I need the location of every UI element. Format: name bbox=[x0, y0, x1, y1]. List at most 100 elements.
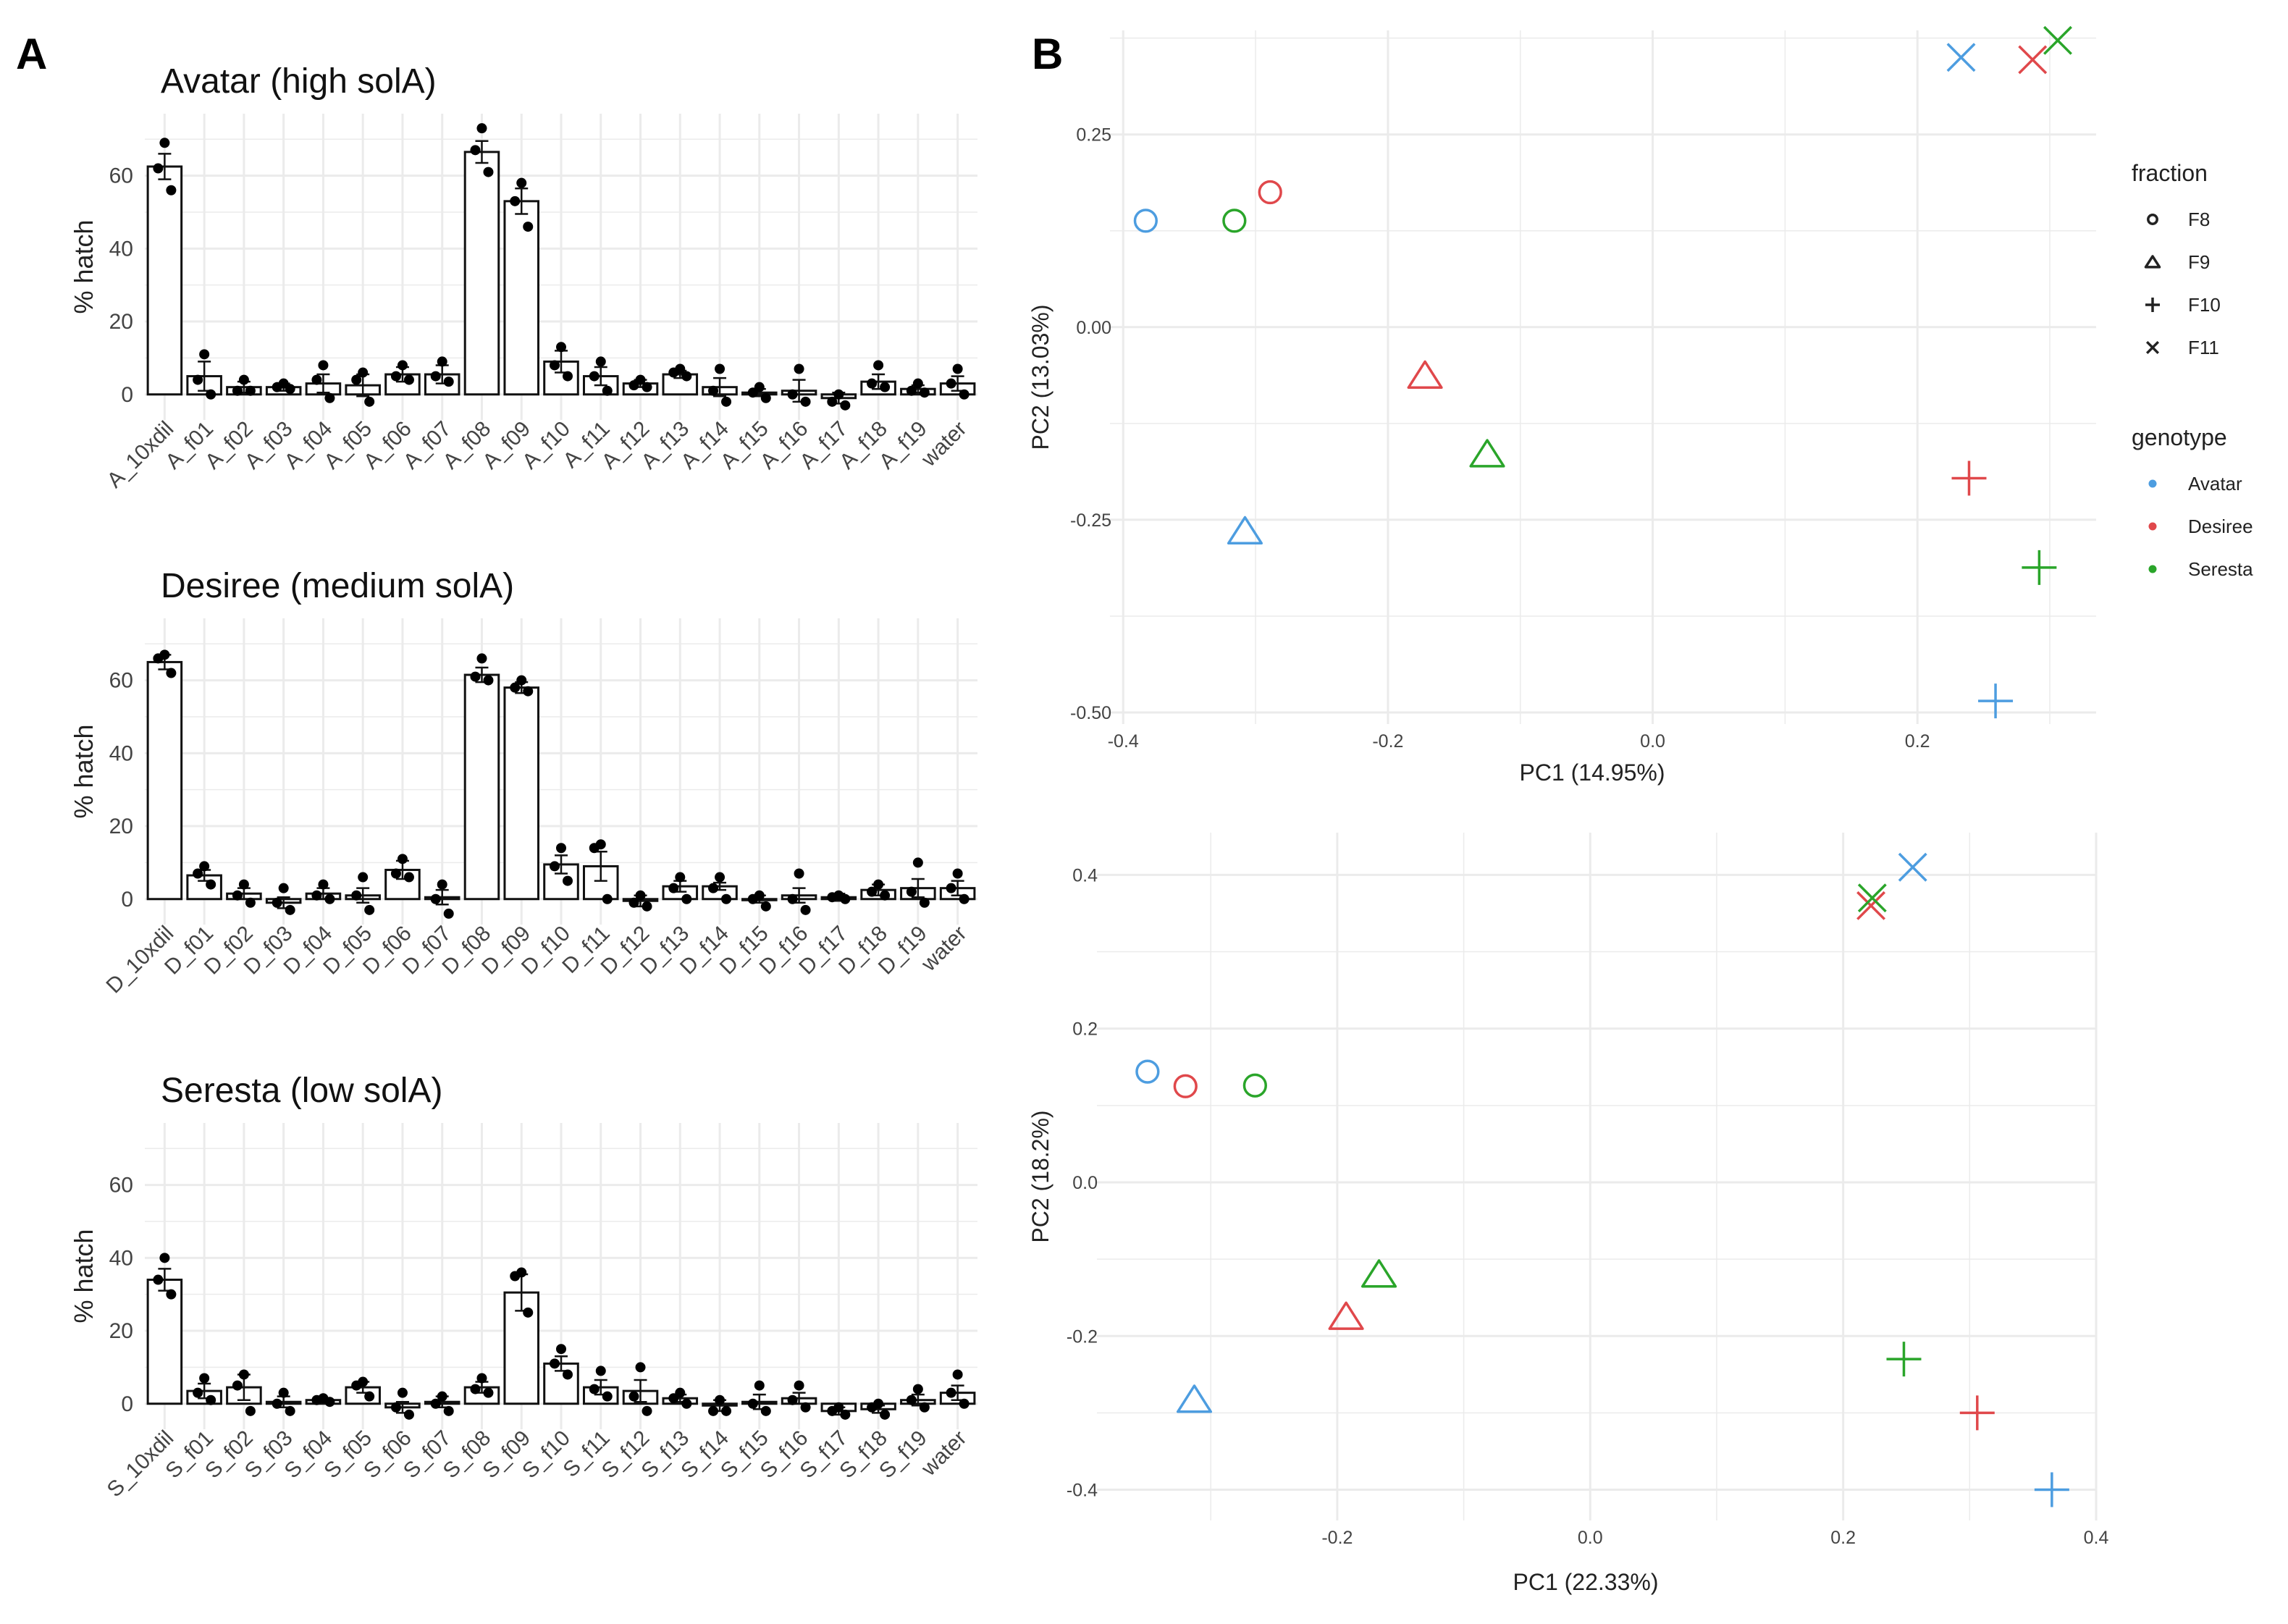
replicate-point bbox=[483, 167, 494, 177]
replicate-point bbox=[635, 1362, 646, 1373]
replicate-point bbox=[550, 861, 560, 872]
replicate-point bbox=[880, 1409, 891, 1420]
replicate-point bbox=[946, 1387, 956, 1398]
pca-point bbox=[1959, 1395, 1995, 1431]
replicate-point bbox=[199, 349, 210, 360]
y-tick-label: 0.00 bbox=[1076, 318, 1111, 338]
pca-point bbox=[1407, 360, 1443, 390]
replicate-point bbox=[232, 890, 243, 901]
pca-point bbox=[1898, 852, 1927, 882]
replicate-point bbox=[715, 1394, 725, 1405]
replicate-point bbox=[840, 400, 851, 411]
replicate-point bbox=[390, 371, 401, 382]
replicate-point bbox=[919, 1402, 930, 1413]
chart-title-desiree: Desiree (medium solA) bbox=[161, 567, 514, 605]
replicate-point bbox=[153, 1274, 164, 1285]
y-tick-label: 0 bbox=[121, 888, 133, 912]
replicate-point bbox=[952, 1369, 963, 1380]
y-tick-label: -0.25 bbox=[1070, 510, 1111, 531]
replicate-point bbox=[285, 904, 295, 915]
replicate-point bbox=[681, 1398, 692, 1409]
pca-point bbox=[1886, 1342, 1922, 1377]
replicate-point bbox=[681, 893, 692, 904]
replicate-point bbox=[153, 653, 164, 664]
replicate-point bbox=[403, 374, 414, 385]
replicate-point bbox=[563, 371, 573, 382]
replicate-point bbox=[912, 1384, 923, 1394]
replicate-point bbox=[800, 396, 811, 407]
y-tick-label: 20 bbox=[109, 1319, 133, 1343]
replicate-point bbox=[285, 384, 295, 395]
legend-key-dot bbox=[2148, 565, 2157, 573]
y-tick-label: 0.0 bbox=[1072, 1173, 1098, 1193]
x-tick-label: -0.2 bbox=[1372, 731, 1403, 752]
replicate-point bbox=[589, 843, 600, 854]
replicate-point bbox=[800, 1402, 811, 1413]
replicate-point bbox=[595, 356, 606, 367]
bar bbox=[463, 673, 500, 901]
pca-point bbox=[2034, 1472, 2069, 1507]
replicate-point bbox=[430, 371, 441, 382]
replicate-point bbox=[556, 1344, 566, 1355]
replicate-point bbox=[470, 145, 481, 156]
y-tick-label: -0.50 bbox=[1070, 703, 1111, 723]
pca-point bbox=[1328, 1301, 1364, 1330]
replicate-point bbox=[318, 879, 329, 890]
replicate-point bbox=[437, 1391, 447, 1402]
replicate-point bbox=[206, 389, 216, 400]
replicate-point bbox=[628, 380, 639, 391]
replicate-point bbox=[589, 1384, 600, 1394]
pca-point bbox=[1360, 1259, 1397, 1288]
replicate-point bbox=[437, 356, 447, 367]
replicate-point bbox=[747, 893, 758, 904]
y-axis-title: % hatch bbox=[69, 724, 98, 818]
replicate-point bbox=[642, 1405, 652, 1416]
replicate-point bbox=[390, 868, 401, 879]
bar bbox=[146, 165, 183, 396]
legend-key-triangle bbox=[2144, 255, 2161, 269]
replicate-point bbox=[403, 872, 414, 883]
replicate-point bbox=[390, 1402, 401, 1413]
replicate-point bbox=[278, 883, 289, 893]
bar bbox=[146, 1279, 183, 1405]
replicate-point bbox=[324, 1397, 335, 1408]
replicate-point bbox=[873, 879, 884, 890]
replicate-point bbox=[602, 1391, 613, 1402]
x-tick-label: 0.2 bbox=[1905, 731, 1930, 752]
replicate-point bbox=[952, 363, 963, 374]
y-tick-label: 20 bbox=[109, 310, 133, 334]
x-tick-label: -0.2 bbox=[1321, 1528, 1353, 1548]
x-axis-title: PC1 (22.33%) bbox=[1513, 1569, 1659, 1595]
replicate-point bbox=[443, 908, 454, 919]
replicate-point bbox=[563, 1369, 573, 1380]
legend-label-avatar: Avatar bbox=[2188, 473, 2242, 495]
pca-point bbox=[1222, 209, 1247, 233]
replicate-point bbox=[800, 904, 811, 915]
replicate-point bbox=[238, 1369, 249, 1380]
replicate-point bbox=[760, 1405, 771, 1416]
replicate-point bbox=[675, 872, 686, 883]
replicate-point bbox=[721, 1405, 732, 1416]
replicate-point bbox=[351, 1380, 362, 1391]
replicate-point bbox=[397, 854, 408, 864]
replicate-point bbox=[238, 879, 249, 890]
y-tick-label: 40 bbox=[109, 237, 133, 261]
y-tick-label: 40 bbox=[109, 741, 133, 765]
pca-point bbox=[1469, 439, 1505, 468]
replicate-point bbox=[952, 868, 963, 879]
replicate-point bbox=[906, 886, 917, 897]
pca-point bbox=[1135, 1059, 1160, 1084]
replicate-point bbox=[959, 389, 970, 400]
pca-point bbox=[1133, 209, 1158, 233]
replicate-point bbox=[351, 890, 362, 901]
y-tick-label: 0.2 bbox=[1072, 1019, 1098, 1040]
replicate-point bbox=[760, 392, 771, 403]
replicate-point bbox=[747, 387, 758, 398]
replicate-point bbox=[206, 879, 216, 890]
replicate-point bbox=[193, 374, 203, 385]
replicate-point bbox=[523, 222, 534, 232]
legend-label-desiree: Desiree bbox=[2188, 516, 2253, 537]
pca-point bbox=[1946, 43, 1976, 72]
replicate-point bbox=[840, 893, 851, 904]
